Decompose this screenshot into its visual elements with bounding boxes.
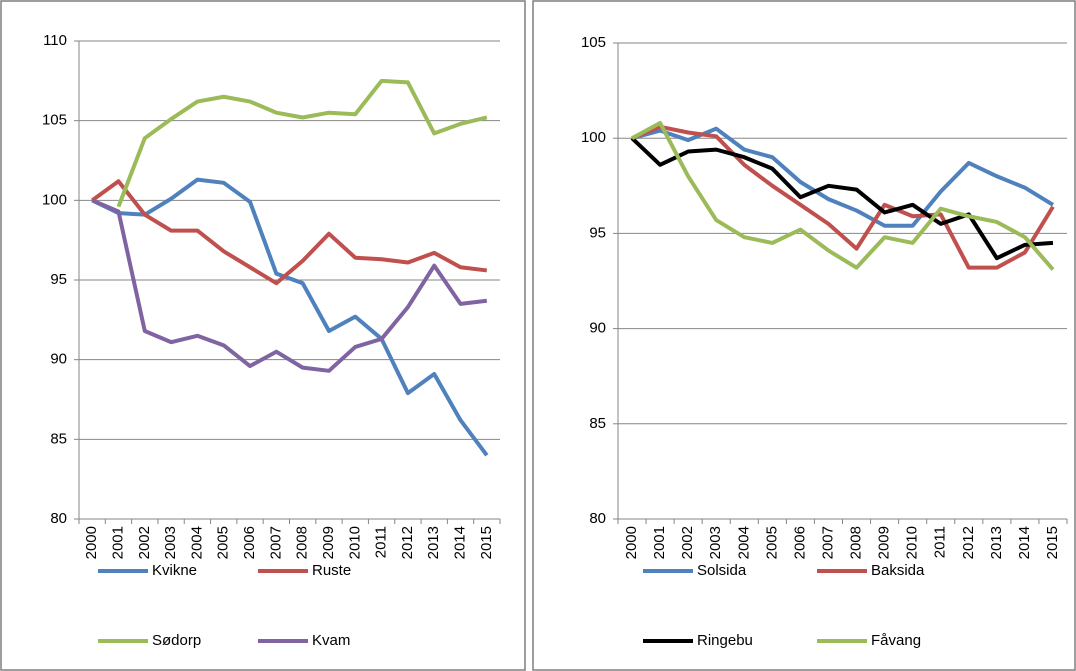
legend-label: Sødorp — [152, 632, 201, 649]
x-tick-label: 2011 — [932, 526, 949, 558]
y-tick-label: 85 — [589, 415, 606, 432]
legend-label: Solsida — [697, 562, 747, 579]
y-tick-label: 110 — [43, 32, 67, 49]
legend-label: Ringebu — [697, 632, 753, 649]
legend-label: Kvikne — [152, 562, 197, 579]
y-tick-label: 95 — [50, 271, 67, 288]
x-tick-label: 2003 — [162, 526, 179, 559]
series-line — [116, 78, 488, 208]
y-tick-label: 80 — [50, 510, 67, 527]
x-tick-label: 2000 — [83, 526, 100, 559]
x-tick-label: 2005 — [215, 526, 232, 559]
x-tick-label: 2001 — [651, 526, 668, 559]
x-tick-label: 2010 — [346, 526, 363, 559]
x-tick-label: 2009 — [320, 526, 337, 559]
x-tick-label: 2015 — [478, 526, 495, 559]
series-line — [630, 136, 1054, 261]
legend-label: Kvam — [312, 632, 350, 649]
x-tick-label: 2014 — [452, 526, 469, 559]
y-tick-label: 95 — [589, 224, 606, 241]
legend-label: Ruste — [312, 562, 351, 579]
series-line — [91, 198, 488, 373]
y-tick-label: 90 — [589, 320, 606, 337]
x-tick-label: 2002 — [679, 526, 696, 559]
x-tick-label: 2006 — [791, 526, 808, 559]
x-tick-label: 2013 — [988, 526, 1005, 559]
x-tick-label: 2015 — [1044, 526, 1061, 559]
x-tick-label: 2014 — [1016, 526, 1033, 559]
x-tick-label: 2010 — [904, 526, 921, 559]
x-tick-label: 2007 — [267, 526, 284, 559]
y-tick-label: 80 — [589, 510, 606, 527]
panel-left — [0, 0, 526, 671]
x-tick-label: 2005 — [763, 526, 780, 559]
y-tick-label: 105 — [42, 112, 67, 129]
x-tick-label: 2000 — [623, 526, 640, 559]
x-tick-label: 2009 — [876, 526, 893, 559]
series-line — [90, 179, 488, 286]
y-tick-label: 85 — [50, 430, 67, 447]
x-tick-label: 2006 — [241, 526, 258, 559]
legend-label: Fåvang — [871, 632, 921, 649]
x-tick-label: 2001 — [109, 526, 126, 559]
x-tick-label: 2012 — [399, 526, 416, 559]
series-line — [631, 120, 1055, 271]
x-tick-label: 2003 — [707, 526, 724, 559]
legend-label: Baksida — [871, 562, 925, 579]
y-tick-label: 105 — [581, 34, 606, 51]
y-tick-label: 90 — [50, 351, 67, 368]
x-tick-label: 2004 — [735, 526, 752, 559]
x-tick-label: 2008 — [294, 526, 311, 559]
y-tick-label: 100 — [581, 129, 606, 146]
panel-right — [532, 0, 1076, 671]
x-tick-label: 2002 — [136, 526, 153, 559]
x-tick-label: 2007 — [819, 526, 836, 559]
x-tick-label: 2012 — [960, 526, 977, 559]
y-tick-label: 100 — [42, 191, 67, 208]
x-tick-label: 2011 — [373, 526, 390, 558]
series-line — [631, 124, 1055, 270]
x-tick-label: 2004 — [188, 526, 205, 559]
series-line — [91, 177, 489, 457]
x-tick-label: 2008 — [848, 526, 865, 559]
x-tick-label: 2013 — [425, 526, 442, 559]
